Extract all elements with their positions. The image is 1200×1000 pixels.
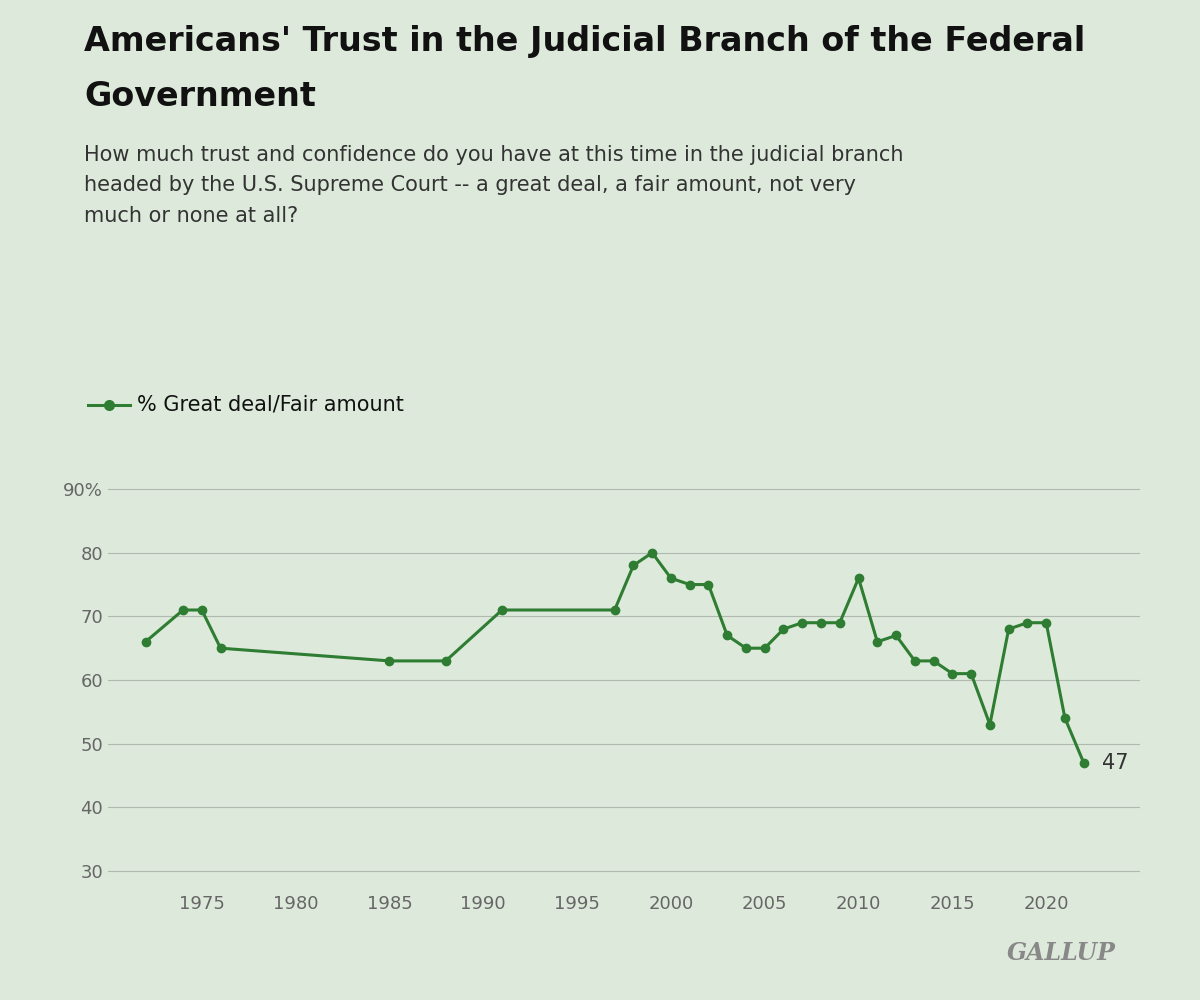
Text: Government: Government bbox=[84, 80, 316, 113]
Text: Americans' Trust in the Judicial Branch of the Federal: Americans' Trust in the Judicial Branch … bbox=[84, 25, 1085, 58]
Text: 47: 47 bbox=[1103, 753, 1129, 773]
Text: How much trust and confidence do you have at this time in the judicial branch
he: How much trust and confidence do you hav… bbox=[84, 145, 904, 226]
Text: GALLUP: GALLUP bbox=[1007, 941, 1116, 965]
Text: % Great deal/Fair amount: % Great deal/Fair amount bbox=[137, 395, 403, 415]
